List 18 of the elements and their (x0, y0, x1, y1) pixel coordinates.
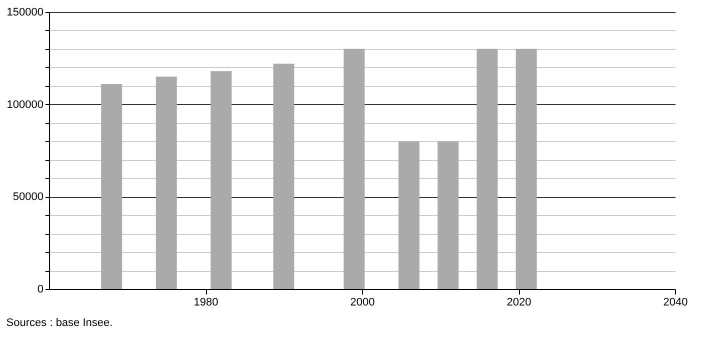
y-tick-label: 50000 (12, 191, 44, 204)
y-tick-label: 150000 (6, 6, 44, 18)
bar (438, 141, 459, 289)
bar (273, 64, 294, 289)
x-tick-label: 2040 (663, 296, 688, 308)
y-tick-label: 0 (37, 284, 44, 296)
bar (398, 141, 420, 289)
x-tick-label: 1980 (194, 296, 218, 308)
y-tick-label: 100000 (6, 98, 44, 111)
bar (156, 76, 177, 289)
bar (210, 71, 232, 289)
bar (476, 48, 498, 289)
source-note: Sources : base Insee. (6, 317, 113, 329)
x-tick-label: 2000 (350, 296, 375, 308)
x-tick-label: 2020 (506, 296, 532, 308)
bar (516, 48, 537, 289)
bar (101, 84, 122, 289)
bar (344, 48, 365, 289)
